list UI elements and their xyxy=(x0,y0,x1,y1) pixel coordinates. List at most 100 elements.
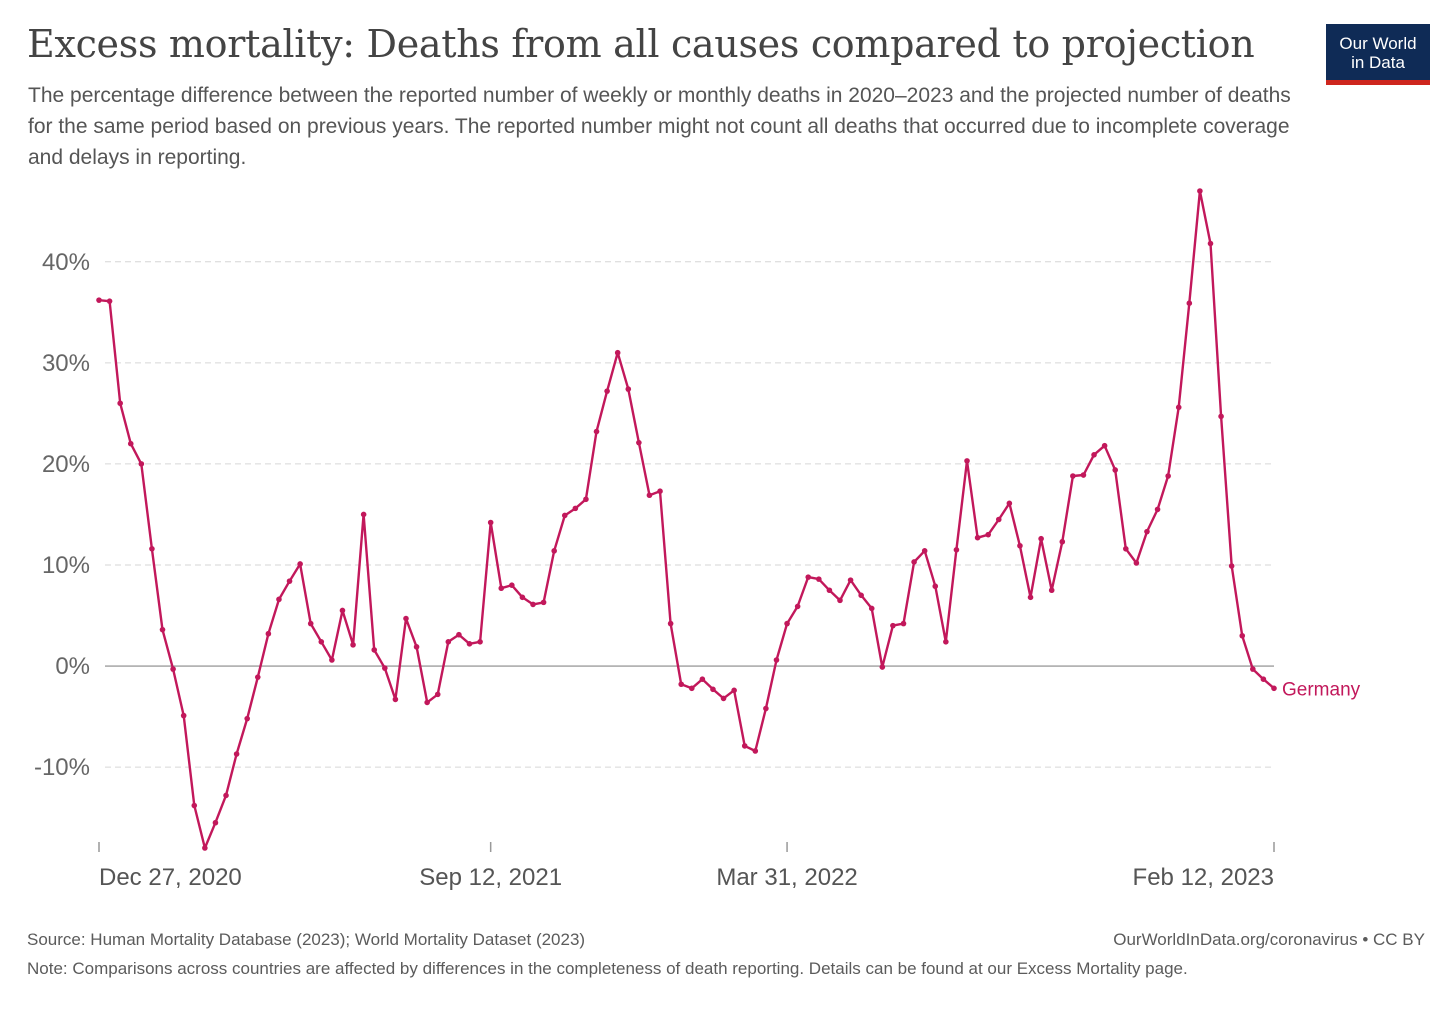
data-point xyxy=(254,674,261,680)
data-point xyxy=(1080,472,1087,478)
logo-line-1: Our World xyxy=(1339,34,1417,53)
data-point xyxy=(244,715,250,722)
data-point xyxy=(233,751,240,757)
data-point xyxy=(318,639,325,645)
data-point xyxy=(731,687,737,694)
data-point xyxy=(191,802,198,809)
data-point xyxy=(1038,535,1044,542)
data-point xyxy=(1123,546,1129,552)
data-point xyxy=(583,496,589,503)
data-point xyxy=(868,605,875,612)
data-point xyxy=(498,585,505,592)
data-point xyxy=(572,505,579,512)
data-point xyxy=(477,639,483,645)
data-point xyxy=(530,601,536,608)
data-point xyxy=(964,458,970,464)
data-point xyxy=(1091,452,1097,458)
data-point xyxy=(202,845,208,851)
data-point xyxy=(424,699,430,706)
data-point xyxy=(212,819,219,826)
data-point xyxy=(329,657,335,663)
data-point xyxy=(667,620,674,627)
data-point xyxy=(1048,587,1055,594)
data-point xyxy=(974,534,981,541)
data-point xyxy=(540,599,547,606)
y-tick-label: 20% xyxy=(42,451,90,478)
data-point xyxy=(1006,500,1013,507)
data-point xyxy=(932,583,939,590)
data-point xyxy=(371,647,378,653)
data-point xyxy=(1228,563,1235,569)
data-point xyxy=(265,630,272,637)
data-point xyxy=(1059,538,1066,545)
data-point xyxy=(403,615,409,622)
data-point xyxy=(879,664,886,670)
logo-line-2: in Data xyxy=(1351,53,1405,72)
data-point xyxy=(720,695,727,702)
data-point xyxy=(350,642,356,648)
data-point xyxy=(180,712,187,719)
data-point xyxy=(710,686,716,693)
data-point xyxy=(434,691,441,698)
data-point xyxy=(159,626,166,633)
data-point xyxy=(625,386,632,392)
data-point xyxy=(117,400,123,407)
chart-title: Excess mortality: Deaths from all causes… xyxy=(27,22,1255,66)
data-point xyxy=(1218,413,1224,420)
data-point xyxy=(1175,404,1182,411)
data-point xyxy=(138,461,145,467)
x-tick-label: Mar 31, 2022 xyxy=(716,864,857,891)
y-tick-label: 10% xyxy=(42,552,90,579)
data-point xyxy=(509,582,515,588)
data-point xyxy=(392,696,399,703)
owid-logo[interactable]: Our World in Data xyxy=(1326,24,1430,85)
data-point xyxy=(96,297,102,303)
data-point xyxy=(1260,676,1267,683)
data-point xyxy=(561,512,568,519)
data-point xyxy=(127,440,134,447)
data-point xyxy=(794,603,801,610)
data-point xyxy=(953,547,960,553)
source-url[interactable]: OurWorldInData.org/coronavirus • CC BY xyxy=(1113,930,1425,949)
data-point xyxy=(773,657,780,663)
data-point xyxy=(276,596,282,603)
data-point xyxy=(106,298,113,304)
data-point xyxy=(657,488,663,494)
data-point xyxy=(858,592,864,599)
data-point xyxy=(1112,467,1119,473)
data-point xyxy=(519,594,526,601)
data-point xyxy=(1186,300,1193,306)
data-point xyxy=(837,597,843,604)
data-point xyxy=(223,792,229,799)
data-point xyxy=(1239,632,1246,639)
y-tick-label: -10% xyxy=(34,754,90,781)
y-tick-label: 0% xyxy=(55,653,90,680)
data-point xyxy=(816,576,822,582)
series-label-germany: Germany xyxy=(1282,679,1361,700)
data-point xyxy=(1250,666,1256,672)
data-point xyxy=(890,622,896,629)
data-point xyxy=(921,548,928,554)
data-point xyxy=(752,748,759,754)
data-point xyxy=(985,531,991,538)
note-text: Note: Comparisons across countries are a… xyxy=(27,959,1188,978)
data-point xyxy=(636,439,642,446)
data-point xyxy=(1101,442,1108,449)
data-point xyxy=(614,349,621,356)
data-point xyxy=(604,388,610,394)
data-point xyxy=(688,685,695,692)
data-point xyxy=(1197,188,1203,194)
data-point xyxy=(900,620,907,627)
data-point xyxy=(445,639,452,645)
x-tick-label: Sep 12, 2021 xyxy=(419,864,562,891)
data-point xyxy=(456,631,462,638)
data-point xyxy=(1027,594,1034,601)
data-point xyxy=(149,546,155,552)
data-point xyxy=(1017,542,1023,549)
data-point xyxy=(360,511,367,518)
data-point xyxy=(943,639,949,645)
data-point xyxy=(911,559,917,565)
data-point xyxy=(307,620,314,627)
data-point xyxy=(170,666,176,672)
